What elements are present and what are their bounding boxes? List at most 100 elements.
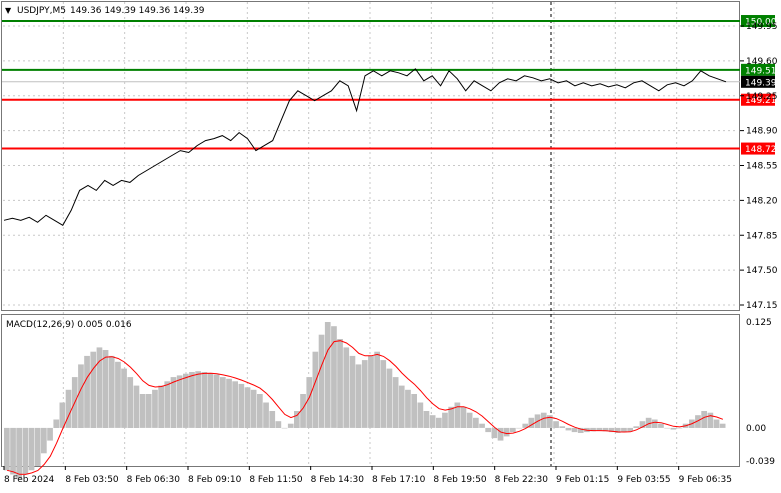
macd-bar <box>78 364 84 428</box>
macd-bar <box>170 377 177 428</box>
time-tick-label: 8 Feb 19:50 <box>433 475 487 485</box>
price-tick-label: 149.25 <box>746 92 778 102</box>
macd-bar <box>250 389 257 428</box>
macd-bar <box>300 394 306 428</box>
macd-bar <box>719 423 726 428</box>
macd-bar <box>510 427 516 433</box>
macd-bar <box>405 389 411 428</box>
time-tick-label: 8 Feb 17:10 <box>372 475 426 485</box>
macd-bar <box>220 377 226 428</box>
macd-bar <box>602 427 609 432</box>
macd-bar <box>257 394 263 428</box>
macd-bar <box>331 326 337 428</box>
macd-bar <box>318 334 325 428</box>
macd-bar <box>238 383 245 428</box>
price-tick-label: 147.85 <box>746 231 778 241</box>
macd-bar <box>658 423 664 428</box>
macd-bar <box>244 387 251 428</box>
macd-bar <box>213 374 220 428</box>
macd-bar <box>491 427 498 439</box>
macd-tick-label: -0.039 <box>746 457 775 467</box>
macd-bar <box>386 368 393 428</box>
macd-bar <box>84 355 90 428</box>
macd-bar <box>96 347 103 428</box>
macd-bar <box>577 427 584 433</box>
macd-bar <box>145 394 152 428</box>
macd-bar <box>152 389 158 428</box>
time-tick-label: 9 Feb 03:55 <box>617 475 670 485</box>
time-tick-label: 8 Feb 06:30 <box>127 475 181 485</box>
time-tick-label: 8 Feb 14:30 <box>311 475 365 485</box>
macd-bar <box>608 427 615 433</box>
menu-triangle-icon[interactable]: ▼ <box>5 6 12 15</box>
level-price-label: 149.51 <box>745 66 777 76</box>
price-tick-label: 148.90 <box>746 127 778 137</box>
macd-bar <box>398 385 405 428</box>
macd-bar <box>695 415 701 428</box>
price-tick-label: 147.15 <box>746 301 778 311</box>
time-tick-label: 9 Feb 06:35 <box>679 475 732 485</box>
price-tick-label: 147.50 <box>746 266 778 276</box>
macd-bar <box>158 385 164 428</box>
level-price-tag <box>741 63 775 76</box>
macd-bar <box>417 402 424 428</box>
price-tick-label: 148.55 <box>746 162 778 172</box>
macd-bar <box>133 385 140 428</box>
macd-bar <box>41 427 47 454</box>
macd-bar <box>485 427 491 433</box>
macd-bar <box>664 427 670 429</box>
macd-bar <box>645 417 652 428</box>
price-tick-label: 148.20 <box>746 196 778 206</box>
macd-bar <box>195 371 201 428</box>
macd-bar <box>651 419 658 428</box>
macd-bar <box>374 351 380 428</box>
time-tick-label: 8 Feb 03:50 <box>65 475 119 485</box>
macd-bar <box>207 372 214 428</box>
macd-tick-label: 0.00 <box>746 424 766 434</box>
macd-bar <box>90 351 97 428</box>
macd-bar <box>324 322 331 428</box>
macd-bar <box>47 427 53 441</box>
macd-tick-label: 0.125 <box>746 318 772 328</box>
price-axis[interactable]: 149.95 149.60 149.25 148.90 148.55 148.20 147.… <box>740 22 778 311</box>
level-price-label: 148.72 <box>745 145 777 155</box>
level-price-tag <box>741 93 775 106</box>
current-price-tag <box>741 75 775 88</box>
macd-bar <box>65 389 72 428</box>
macd-bar <box>713 419 720 428</box>
macd-bar <box>232 381 238 428</box>
time-axis[interactable]: 8 Feb 2024 8 Feb 03:50 8 Feb 06:30 8 Feb 09… <box>3 466 732 485</box>
macd-bar <box>108 355 115 428</box>
macd-bar <box>10 427 16 475</box>
macd-bar <box>448 406 454 428</box>
macd-bar <box>312 351 319 428</box>
macd-bar <box>559 426 566 428</box>
macd-bar <box>34 427 41 466</box>
macd-bar <box>59 402 66 428</box>
macd-bar <box>497 427 504 441</box>
macd-bar <box>596 427 603 431</box>
macd-bar <box>479 423 485 428</box>
macd-bar <box>460 406 467 428</box>
macd-bar <box>528 417 535 428</box>
macd-bar <box>361 360 368 428</box>
macd-bar <box>473 417 479 428</box>
time-tick-label: 9 Feb 01:15 <box>556 475 609 485</box>
macd-bar <box>263 402 269 428</box>
macd-bar <box>454 402 461 428</box>
macd-bar <box>621 427 627 433</box>
macd-bar <box>429 415 436 428</box>
time-tick-label: 8 Feb 09:10 <box>188 475 242 485</box>
macd-bar <box>701 411 707 428</box>
time-tick-label: 8 Feb 22:30 <box>495 475 549 485</box>
macd-bar <box>547 415 553 428</box>
macd-bar <box>676 427 683 429</box>
macd-bar <box>183 373 189 428</box>
macd-bar <box>436 417 442 428</box>
macd-bar <box>627 427 633 432</box>
macd-bar <box>392 377 399 428</box>
macd-bar <box>275 421 282 428</box>
macd-bar <box>670 427 677 430</box>
